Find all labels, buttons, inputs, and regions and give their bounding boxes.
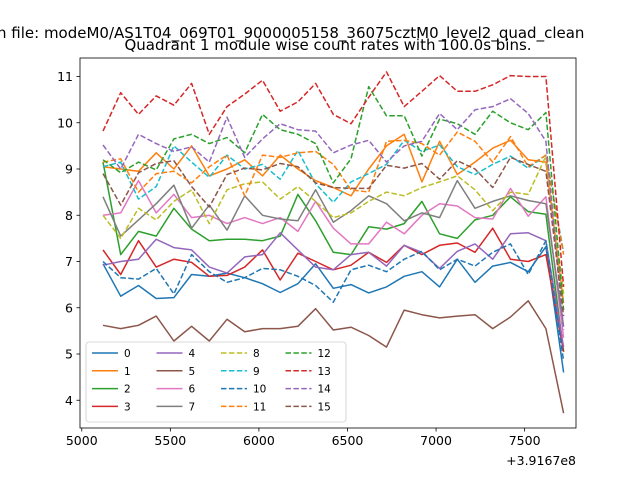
legend-label-0: 0: [124, 348, 131, 360]
series-line-4: [102, 232, 565, 348]
legend-label-11: 11: [253, 401, 266, 413]
y-tick-label: 5: [65, 347, 73, 362]
series-line-14: [102, 97, 565, 331]
series-line-0: [102, 245, 565, 373]
x-tick-label: 5000: [66, 433, 98, 448]
legend-label-15: 15: [318, 401, 331, 413]
y-tick-label: 6: [65, 300, 73, 315]
series-line-15: [102, 156, 565, 317]
legend-label-3: 3: [124, 401, 131, 413]
legend-label-10: 10: [253, 384, 266, 396]
legend-label-8: 8: [253, 348, 260, 360]
legend-label-13: 13: [318, 366, 331, 378]
legend-label-2: 2: [124, 384, 131, 396]
x-tick-label: 5500: [154, 433, 186, 448]
series-line-11: [102, 131, 565, 255]
x-tick-label: 7000: [420, 433, 452, 448]
x-tick-label: 7500: [509, 433, 541, 448]
y-tick-label: 9: [65, 162, 73, 177]
series-line-2: [102, 161, 565, 352]
legend-label-1: 1: [124, 366, 131, 378]
series-line-10: [102, 239, 565, 362]
series-line-8: [102, 155, 565, 294]
legend-label-5: 5: [189, 366, 196, 378]
x-axis: 5000 5500 6000 6500 7000 7500: [66, 428, 541, 448]
series-line-5: [102, 300, 565, 414]
series-line-13: [102, 71, 565, 287]
series-line-12: [102, 85, 565, 311]
series-line-6: [102, 179, 565, 338]
plot-frame: [79, 57, 577, 429]
y-tick-label: 4: [65, 393, 73, 408]
x-tick-label: 6000: [243, 433, 275, 448]
legend-label-6: 6: [189, 384, 196, 396]
y-tick-label: 8: [65, 208, 73, 223]
legend-label-12: 12: [318, 348, 331, 360]
y-axis: 4 5 6 7 8 9 10 11: [57, 69, 80, 408]
legend-label-9: 9: [253, 366, 260, 378]
x-tick-label: 6500: [332, 433, 364, 448]
legend-label-14: 14: [318, 384, 332, 396]
chart-title: Quadrant 1 module wise count rates with …: [124, 36, 531, 54]
y-tick-label: 10: [57, 115, 73, 130]
x-offset-label: +3.9167e8: [506, 453, 576, 468]
legend-frame: [85, 341, 347, 423]
y-tick-label: 7: [65, 254, 73, 269]
series-line-7: [102, 179, 565, 327]
y-tick-label: 11: [57, 69, 73, 84]
legend-label-7: 7: [189, 401, 196, 413]
series-line-1: [102, 133, 565, 304]
figure-suptitle: n file: modeM0/AS1T04_069T01_9000005158_…: [0, 24, 584, 43]
series-layer: [102, 71, 565, 414]
legend-label-4: 4: [189, 348, 196, 360]
